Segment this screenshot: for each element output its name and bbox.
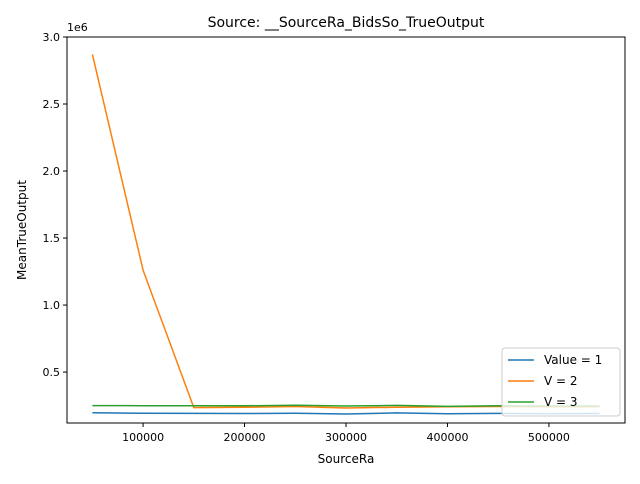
legend-label-2: V = 2 bbox=[544, 374, 578, 388]
y-tick-label: 2.0 bbox=[43, 165, 61, 178]
x-tick-label: 100000 bbox=[122, 431, 164, 444]
x-tick-label: 200000 bbox=[224, 431, 266, 444]
y-tick-label: 2.5 bbox=[43, 98, 61, 111]
legend-label-3: V = 3 bbox=[544, 395, 578, 409]
y-axis-label: MeanTrueOutput bbox=[15, 180, 29, 280]
x-axis: 100000 200000 300000 400000 500000 bbox=[122, 423, 570, 444]
chart-title: Source: __SourceRa_BidsSo_TrueOutput bbox=[208, 15, 485, 31]
y-offset-label: 1e6 bbox=[67, 21, 88, 34]
y-tick-label: 1.0 bbox=[43, 299, 61, 312]
legend-label-1: Value = 1 bbox=[544, 353, 602, 367]
x-tick-label: 500000 bbox=[528, 431, 570, 444]
x-axis-label: SourceRa bbox=[318, 452, 375, 466]
x-tick-label: 300000 bbox=[325, 431, 367, 444]
x-tick-label: 400000 bbox=[426, 431, 468, 444]
y-tick-label: 1.5 bbox=[43, 232, 61, 245]
legend: Value = 1 V = 2 V = 3 bbox=[501, 347, 621, 417]
legend-box bbox=[501, 347, 621, 417]
y-axis: 0.5 1.0 1.5 2.0 2.5 3.0 bbox=[43, 31, 67, 379]
y-tick-label: 3.0 bbox=[43, 31, 61, 44]
y-tick-label: 0.5 bbox=[43, 366, 61, 379]
